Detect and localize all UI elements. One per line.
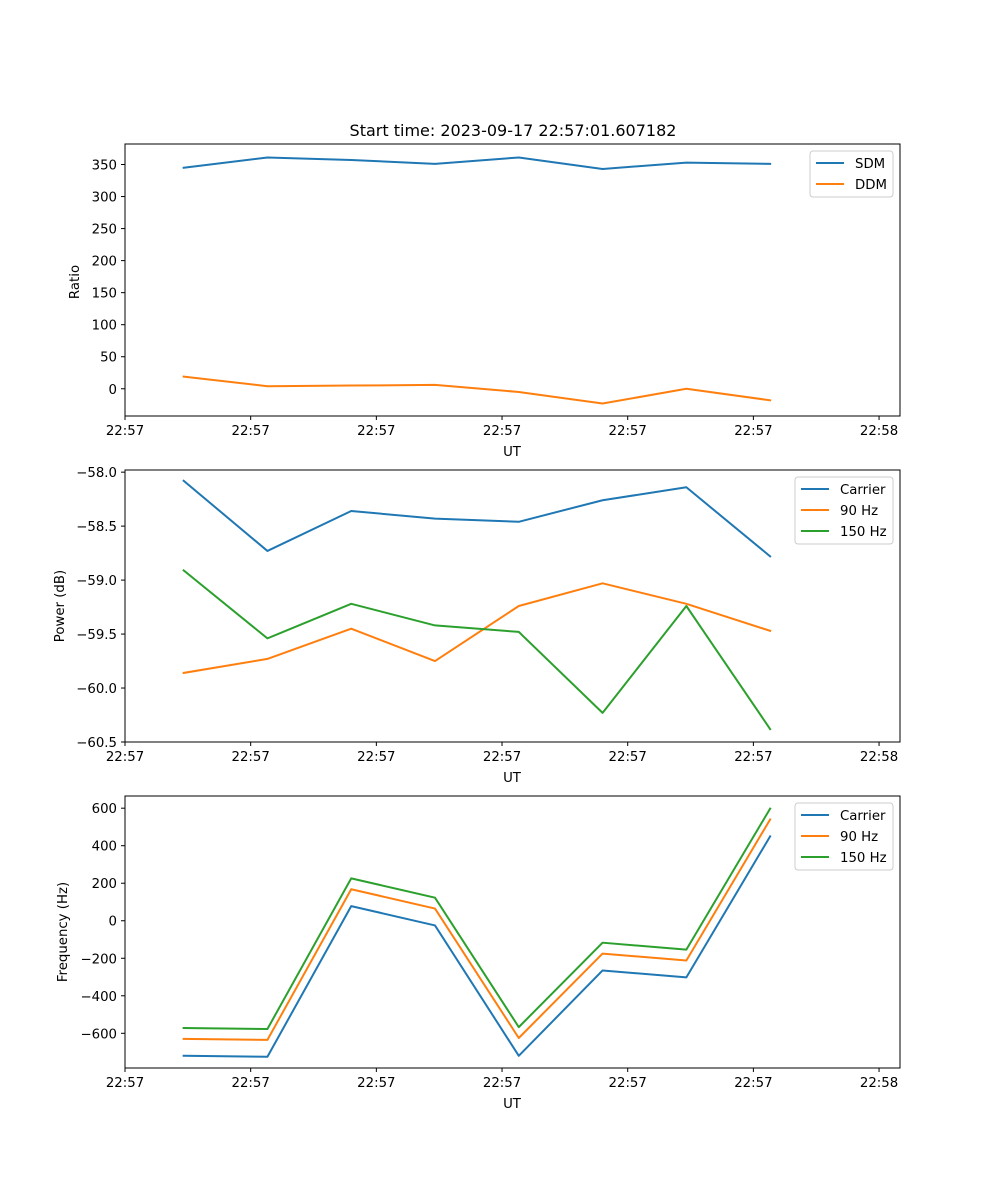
- power-series-line-150hz: [182, 568, 772, 731]
- ratio-x-tick-label-3: 22:57: [483, 424, 521, 439]
- power-legend-label-150hz: 150 Hz: [840, 525, 887, 540]
- frequency-y-tick-label-3: 0: [109, 915, 117, 930]
- power-x-tick-label-2: 22:57: [357, 750, 395, 765]
- power-plot-content: 22:57 22:57 22:57 22:57 22:57 22:57 22:58 −58.0…: [76, 466, 898, 765]
- frequency-y-tick-label-6: 600: [92, 802, 117, 817]
- frequency-x-tick-label-1: 22:57: [232, 1076, 270, 1091]
- power-x-tick-label-4: 22:57: [609, 750, 647, 765]
- power-y-tick-label-3: −59.5: [76, 628, 117, 643]
- ratio-y-tick-label-2: 100: [92, 319, 117, 334]
- power-x-axis-label: UT: [503, 771, 522, 786]
- power-y-tick-label-4: −60.0: [76, 682, 117, 697]
- power-legend-box: [794, 476, 894, 545]
- frequency-y-axis-label: Frequency (Hz): [56, 882, 71, 982]
- frequency-chart: 22:57 22:57 22:57 22:57 22:57 22:57 22:58 −600 −…: [56, 795, 901, 1112]
- ratio-x-tick-label-5: 22:57: [734, 424, 772, 439]
- power-y-tick-label-1: −58.5: [76, 520, 117, 535]
- frequency-legend-label-90hz: 90 Hz: [840, 830, 878, 845]
- ratio-y-tick-label-7: 350: [92, 159, 117, 174]
- frequency-legend-box: [794, 802, 894, 871]
- frequency-series-line-carrier: [182, 834, 772, 1058]
- power-y-tick-label-5: −60.5: [76, 736, 117, 751]
- frequency-legend-label-150hz: 150 Hz: [840, 851, 887, 866]
- frequency-axes-frame: [124, 795, 901, 1069]
- ratio-y-tick-label-5: 250: [92, 223, 117, 238]
- frequency-series-line-90hz: [182, 818, 772, 1041]
- ratio-legend-label-ddm: DDM: [855, 178, 887, 193]
- frequency-x-tick-label-0: 22:57: [106, 1076, 144, 1091]
- ratio-y-tick-label-3: 150: [92, 287, 117, 302]
- power-chart: 22:57 22:57 22:57 22:57 22:57 22:57 22:58 −58.0…: [53, 466, 901, 786]
- power-legend: Carrier 90 Hz 150 Hz: [794, 476, 894, 545]
- ratio-plot-content: 22:57 22:57 22:57 22:57 22:57 22:57 22:58 0 50 10…: [92, 156, 898, 439]
- ratio-series-line-sdm: [182, 156, 772, 170]
- power-y-tick-label-0: −58.0: [76, 466, 117, 481]
- power-legend-label-carrier: Carrier: [840, 483, 886, 498]
- power-series-line-carrier: [182, 479, 772, 558]
- frequency-x-axis-label: UT: [503, 1097, 522, 1112]
- power-series-line-90hz: [182, 582, 772, 675]
- frequency-x-tick-label-5: 22:57: [734, 1076, 772, 1091]
- frequency-x-tick-label-3: 22:57: [483, 1076, 521, 1091]
- ratio-y-axis-label: Ratio: [68, 265, 83, 299]
- ratio-x-tick-label-4: 22:57: [609, 424, 647, 439]
- power-x-tick-label-0: 22:57: [106, 750, 144, 765]
- ratio-x-tick-label-0: 22:57: [106, 424, 144, 439]
- power-axes-frame: [124, 469, 901, 743]
- frequency-legend: Carrier 90 Hz 150 Hz: [794, 802, 894, 871]
- power-y-axis-label: Power (dB): [53, 570, 68, 642]
- frequency-x-tick-label-4: 22:57: [609, 1076, 647, 1091]
- frequency-x-tick-label-6: 22:58: [860, 1076, 898, 1091]
- ratio-chart: Start time: 2023-09-17 22:57:01.607182 2…: [68, 121, 901, 460]
- power-y-tick-label-2: −59.0: [76, 574, 117, 589]
- ratio-series-line-ddm: [182, 375, 772, 405]
- ratio-x-tick-label-6: 22:58: [860, 424, 898, 439]
- ratio-x-tick-label-2: 22:57: [357, 424, 395, 439]
- power-x-tick-label-3: 22:57: [483, 750, 521, 765]
- frequency-y-tick-label-1: −400: [80, 990, 117, 1005]
- ratio-legend-label-sdm: SDM: [855, 157, 885, 172]
- ratio-axes-frame: [124, 143, 901, 417]
- frequency-series-line-150hz: [182, 807, 772, 1030]
- ratio-y-tick-label-6: 300: [92, 191, 117, 206]
- frequency-y-tick-label-4: 200: [92, 877, 117, 892]
- frequency-legend-label-carrier: Carrier: [840, 809, 886, 824]
- frequency-plot-content: 22:57 22:57 22:57 22:57 22:57 22:57 22:58 −600 −…: [80, 802, 898, 1091]
- frequency-y-tick-label-5: 400: [92, 840, 117, 855]
- frequency-x-tick-label-2: 22:57: [357, 1076, 395, 1091]
- power-x-tick-label-1: 22:57: [232, 750, 270, 765]
- ratio-x-axis-label: UT: [503, 445, 522, 460]
- ratio-legend: SDM DDM: [809, 150, 894, 198]
- frequency-y-tick-label-0: −600: [80, 1027, 117, 1042]
- power-x-tick-label-5: 22:57: [734, 750, 772, 765]
- ratio-y-tick-label-4: 200: [92, 255, 117, 270]
- chart-title: Start time: 2023-09-17 22:57:01.607182: [350, 121, 677, 140]
- ratio-y-tick-label-0: 0: [109, 383, 117, 398]
- power-x-tick-label-6: 22:58: [860, 750, 898, 765]
- power-legend-label-90hz: 90 Hz: [840, 504, 878, 519]
- frequency-y-tick-label-2: −200: [80, 952, 117, 967]
- ratio-x-tick-label-1: 22:57: [232, 424, 270, 439]
- ratio-y-tick-label-1: 50: [100, 351, 117, 366]
